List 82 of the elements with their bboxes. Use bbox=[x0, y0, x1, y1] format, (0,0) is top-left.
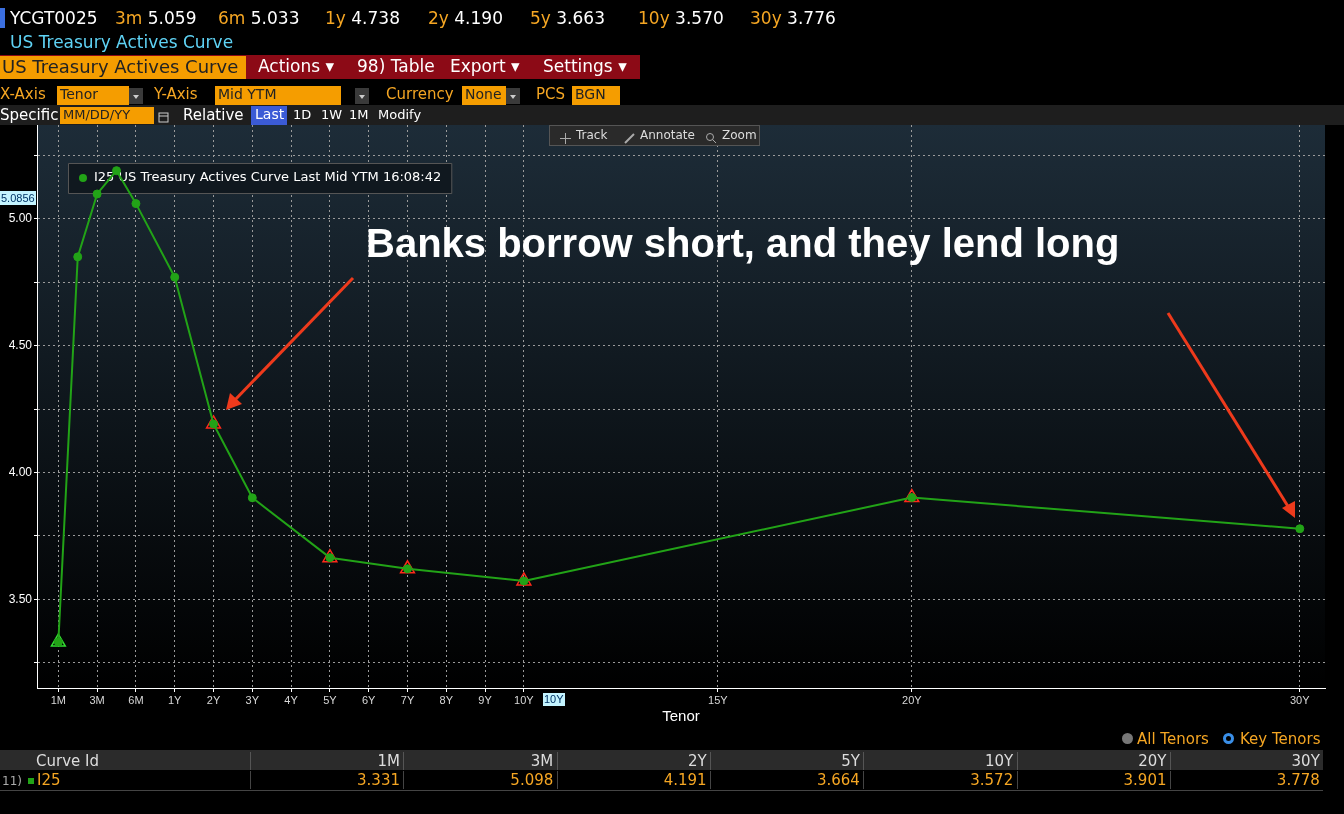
x-tick-label: 8Y bbox=[439, 693, 454, 706]
y-tick-label: 4.50 bbox=[8, 337, 33, 352]
annotation: Banks borrow short, and they lend long bbox=[366, 221, 1120, 266]
y-tick-label: 4.00 bbox=[8, 464, 33, 479]
text: 3m 5.059 bbox=[115, 8, 197, 28]
text: I25 bbox=[37, 771, 61, 789]
text: Tenor bbox=[57, 86, 129, 105]
text: 1y 4.738 bbox=[325, 8, 400, 28]
text: Settings ▾ bbox=[543, 56, 627, 76]
point bbox=[131, 199, 141, 209]
text: 98) Table bbox=[357, 56, 435, 76]
y-tick-label: 5.00 bbox=[8, 211, 33, 226]
x-tick-label: 20Y bbox=[902, 693, 923, 706]
text: 1M bbox=[250, 752, 400, 770]
x-axis-title: Tenor bbox=[662, 707, 700, 725]
x-tick-label: 6M bbox=[128, 693, 144, 706]
text: 11) bbox=[2, 774, 22, 788]
text: Modify bbox=[378, 107, 422, 122]
text: PCS bbox=[536, 85, 566, 103]
text: Specific bbox=[0, 106, 59, 124]
text: BGN bbox=[572, 86, 620, 105]
text: 1M bbox=[349, 107, 369, 122]
text: Relative bbox=[183, 106, 244, 124]
text: 4.191 bbox=[556, 771, 707, 789]
text: None bbox=[462, 86, 506, 105]
x-tick-label: 7Y bbox=[400, 693, 415, 706]
x-tick-label: 15Y bbox=[708, 693, 729, 706]
chart-title: US Treasury Actives Curve bbox=[10, 32, 234, 52]
x-tick-label: 5Y bbox=[323, 693, 338, 706]
point bbox=[170, 272, 180, 282]
x-tick-label: 10Y bbox=[514, 693, 535, 706]
text: Y-Axis bbox=[154, 85, 198, 103]
text: 6m 5.033 bbox=[218, 8, 300, 28]
text: 2Y bbox=[556, 752, 707, 770]
x-tick-label: 6Y bbox=[361, 693, 377, 706]
text: Key Tenors bbox=[1240, 730, 1321, 748]
text: 1W bbox=[321, 107, 343, 122]
text: 1D bbox=[293, 107, 312, 122]
point bbox=[247, 493, 257, 503]
text: X-Axis bbox=[0, 85, 46, 103]
text: 3.572 bbox=[863, 771, 1014, 789]
point bbox=[50, 633, 67, 647]
text: US Treasury Actives Curve bbox=[0, 56, 246, 79]
x-tick-label: 1M bbox=[50, 693, 66, 706]
text: 3.778 bbox=[1169, 771, 1320, 789]
text: 10Y bbox=[863, 752, 1014, 770]
x-tick-label: 3Y bbox=[245, 693, 260, 706]
text: 30Y bbox=[1169, 752, 1320, 770]
annotation: Track bbox=[576, 128, 608, 142]
text: Export ▾ bbox=[450, 56, 520, 76]
text: 10y 3.570 bbox=[638, 8, 724, 28]
text: 3.331 bbox=[250, 771, 400, 789]
text: Mid YTM bbox=[215, 86, 341, 105]
text: 20Y bbox=[1016, 752, 1167, 770]
text: 3.664 bbox=[709, 771, 860, 789]
text: Last bbox=[251, 106, 287, 125]
text: All Tenors bbox=[1137, 730, 1209, 748]
point bbox=[92, 189, 102, 199]
x-tick-label: 1Y bbox=[167, 693, 183, 706]
text: 3M bbox=[403, 752, 554, 770]
text: 5Y bbox=[709, 752, 860, 770]
text: 5.0856 bbox=[0, 191, 36, 205]
text: 3.901 bbox=[1016, 771, 1167, 789]
text: Curve Id bbox=[36, 752, 99, 770]
text: 2y 4.190 bbox=[428, 8, 503, 28]
text: Currency bbox=[386, 85, 454, 103]
y-tick-label: 3.50 bbox=[8, 591, 33, 606]
text: 30y 3.776 bbox=[750, 8, 836, 28]
annotation: Zoom bbox=[722, 128, 757, 142]
x-tick-label: 9Y bbox=[478, 693, 493, 706]
annotation: Annotate bbox=[640, 128, 695, 142]
text: Actions ▾ bbox=[258, 56, 335, 76]
x-tick-label: 2Y bbox=[206, 693, 221, 706]
point bbox=[1295, 524, 1305, 534]
x-tick-label: 3M bbox=[89, 693, 105, 706]
x-tick-label: 4Y bbox=[284, 693, 299, 706]
text: YCGT0025 bbox=[10, 8, 98, 28]
x-tick-label: 30Y bbox=[1289, 693, 1311, 706]
point bbox=[73, 252, 83, 262]
text: 5y 3.663 bbox=[530, 8, 605, 28]
text: MM/DD/YY bbox=[60, 107, 154, 124]
text: 5.098 bbox=[403, 771, 554, 789]
